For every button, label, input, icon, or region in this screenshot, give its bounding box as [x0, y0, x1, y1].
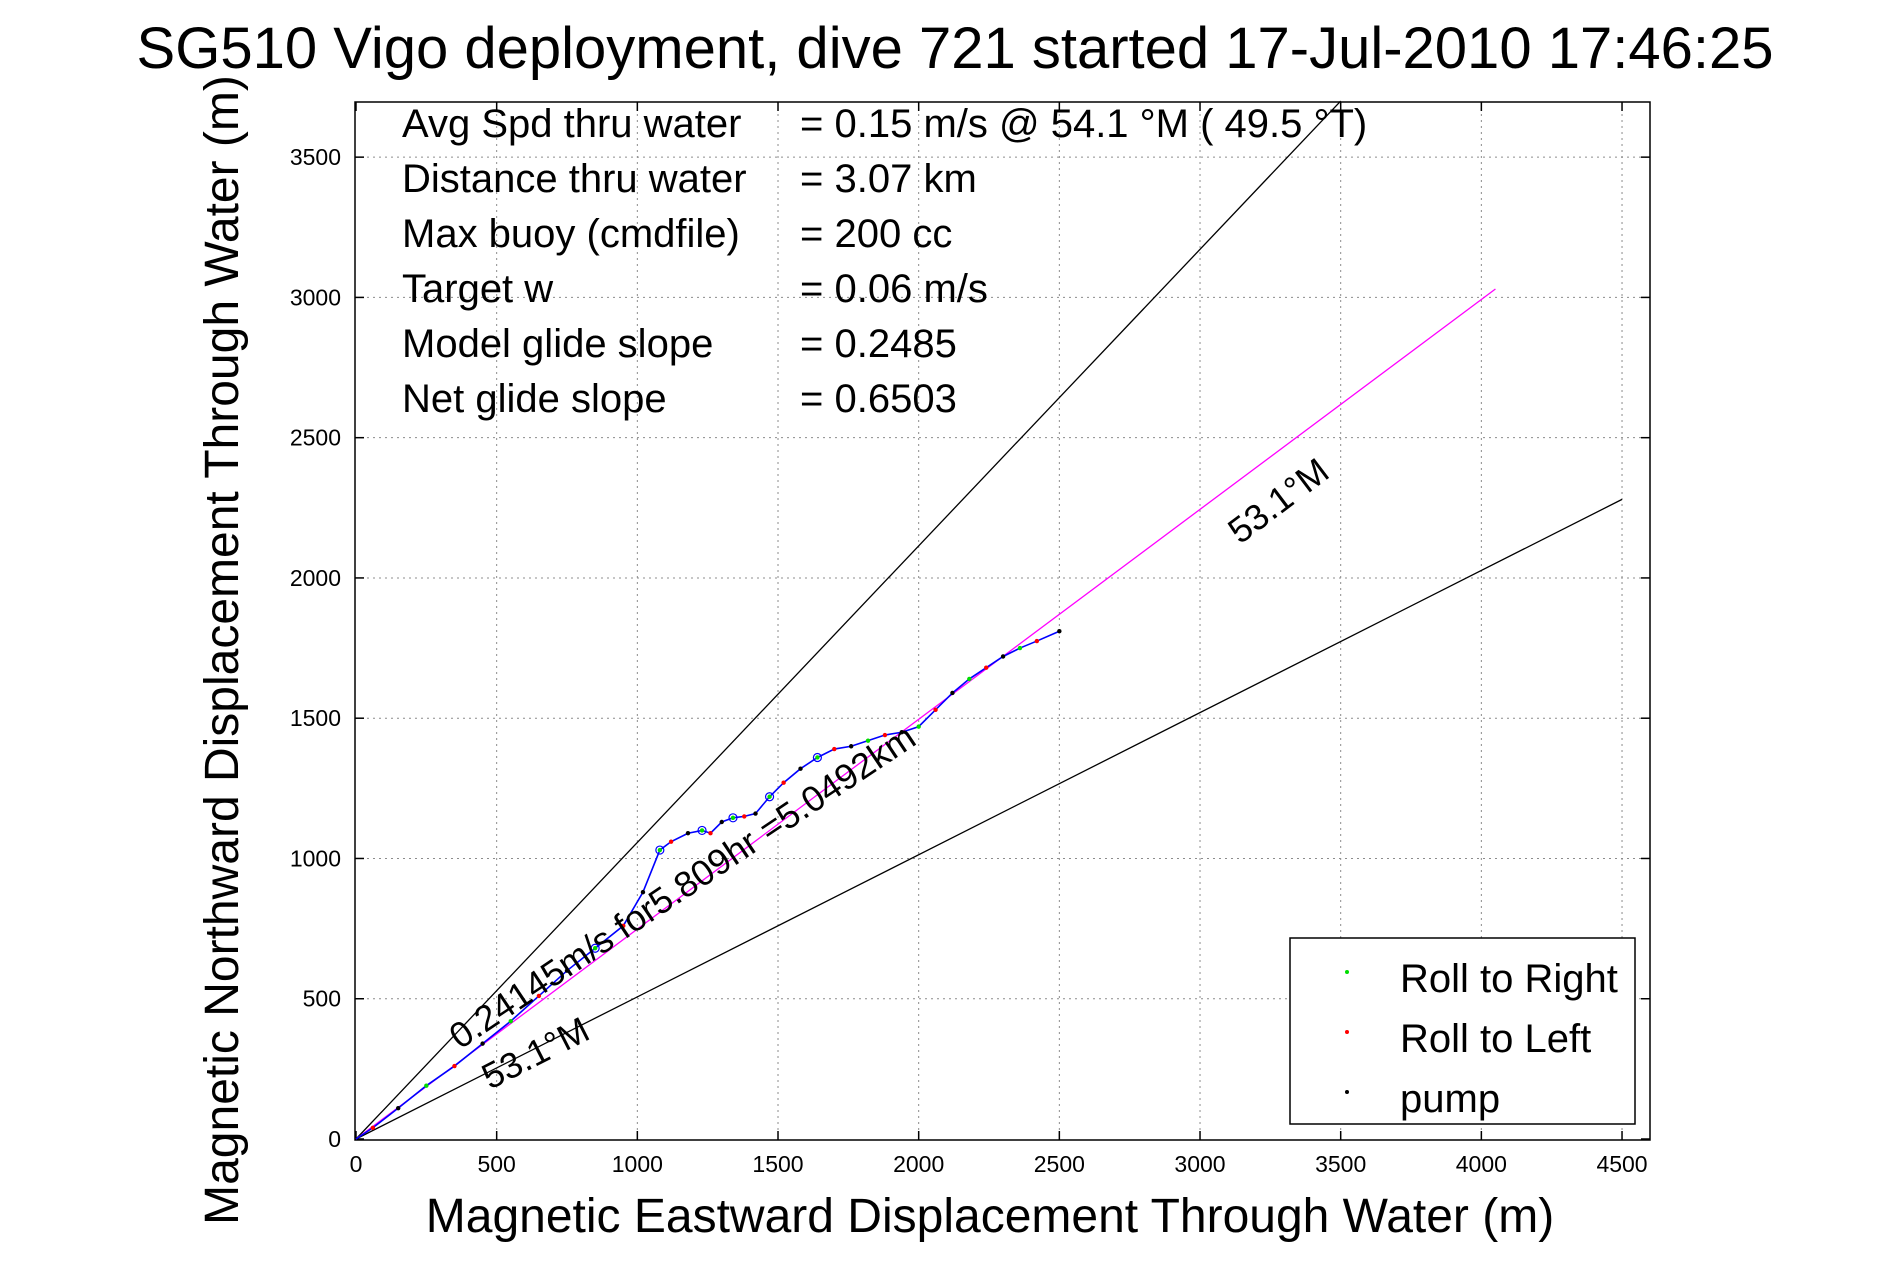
track-point	[730, 815, 736, 820]
legend-marker-roll-right	[1345, 970, 1349, 974]
y-tick-label: 3500	[290, 144, 341, 170]
x-axis-label: Magnetic Eastward Displacement Through W…	[426, 1190, 1554, 1243]
track-point	[832, 746, 837, 752]
track-point	[1017, 645, 1023, 651]
x-tick-label: 3000	[1174, 1151, 1225, 1177]
track-point	[719, 819, 724, 825]
stat-value: = 0.2485	[800, 322, 957, 366]
y-tick-label: 1500	[290, 705, 341, 731]
track-marker	[655, 845, 665, 855]
reference-line	[355, 100, 1342, 1140]
track-point	[815, 755, 820, 760]
track-point	[767, 794, 772, 799]
track-point	[396, 1105, 401, 1111]
track-point	[882, 732, 888, 738]
reference-line	[355, 288, 1496, 1140]
track-point	[685, 831, 691, 836]
stat-label: Target w	[402, 267, 553, 311]
legend-marker-pump	[1345, 1090, 1349, 1094]
track-point	[1000, 654, 1006, 659]
legend: Roll to Right Roll to Left pump	[1289, 937, 1636, 1125]
axis-ticks: 0 500 1000 1500 2000 2500 3000 3500 4000 4500 0 500…	[290, 102, 1650, 1177]
stat-label: Avg Spd thru water	[402, 102, 741, 146]
stat-label: Max buoy (cmdfile)	[402, 212, 740, 256]
chart-title: SG510 Vigo deployment, dive 721 started …	[137, 16, 1774, 81]
track-marker	[590, 943, 600, 953]
stat-label: Distance thru water	[402, 157, 747, 201]
legend-label-roll-right: Roll to Right	[1400, 957, 1618, 1001]
legend-label-pump: pump	[1400, 1077, 1500, 1121]
track-point	[933, 707, 938, 712]
reference-line	[355, 498, 1623, 1140]
track-point	[668, 839, 674, 844]
y-tick-label: 2000	[290, 565, 341, 591]
track-point	[1057, 629, 1062, 634]
x-tick-label: 2000	[893, 1151, 944, 1177]
x-tick-label: 4000	[1456, 1151, 1507, 1177]
track-point	[480, 1041, 485, 1046]
track-marker	[812, 752, 822, 763]
legend-marker-roll-left	[1345, 1030, 1349, 1034]
track-point	[950, 690, 955, 696]
track-point	[699, 828, 705, 833]
dive-track	[355, 629, 1062, 1140]
track-point	[798, 766, 803, 771]
track-point	[742, 814, 747, 819]
track-marker	[728, 813, 738, 823]
track-point	[452, 1063, 457, 1069]
stat-value: = 0.06 m/s	[800, 267, 988, 311]
stat-value: = 0.6503	[800, 377, 957, 421]
y-tick-label: 2500	[290, 425, 341, 451]
track-point	[657, 847, 663, 853]
legend-label-roll-left: Roll to Left	[1400, 1017, 1591, 1061]
reference-lines	[355, 100, 1623, 1140]
track-point	[536, 993, 542, 999]
y-tick-label: 500	[303, 986, 341, 1012]
track-point	[592, 946, 598, 951]
y-axis-label: Magnetic Northward Displacement Through …	[196, 75, 249, 1225]
track-point	[370, 1125, 376, 1130]
track-marker	[764, 792, 775, 802]
x-tick-label: 3500	[1315, 1151, 1366, 1177]
x-tick-label: 500	[477, 1151, 515, 1177]
track-point	[967, 676, 972, 682]
track-point	[865, 738, 871, 743]
stat-value: = 200 cc	[800, 212, 952, 256]
y-tick-label: 0	[328, 1126, 341, 1152]
track-point	[640, 889, 646, 895]
track-point	[621, 923, 626, 928]
y-tick-label: 3000	[290, 284, 341, 310]
stat-value: = 0.15 m/s @ 54.1 °M ( 49.5 °T)	[800, 102, 1367, 146]
track-point	[916, 724, 921, 729]
x-tick-label: 4500	[1596, 1151, 1647, 1177]
track-point	[508, 1018, 513, 1024]
stat-label: Model glide slope	[402, 322, 713, 366]
track-point	[848, 744, 854, 749]
stat-label: Net glide slope	[402, 377, 667, 421]
track-point	[424, 1083, 429, 1088]
x-tick-label: 1000	[612, 1151, 663, 1177]
track-point	[781, 780, 786, 785]
y-tick-label: 1000	[290, 845, 341, 871]
stats-block: Avg Spd thru water = 0.15 m/s @ 54.1 °M (…	[402, 102, 1367, 421]
track-point	[708, 831, 713, 836]
x-tick-label: 1500	[752, 1151, 803, 1177]
track-point	[564, 968, 570, 973]
x-tick-label: 0	[350, 1151, 363, 1177]
track-point	[1034, 638, 1040, 644]
track-point	[899, 730, 904, 735]
track-marker	[697, 825, 707, 836]
track-point	[984, 665, 989, 670]
x-tick-label: 2500	[1034, 1151, 1085, 1177]
track-point	[753, 811, 758, 816]
stat-value: = 3.07 km	[800, 157, 977, 201]
